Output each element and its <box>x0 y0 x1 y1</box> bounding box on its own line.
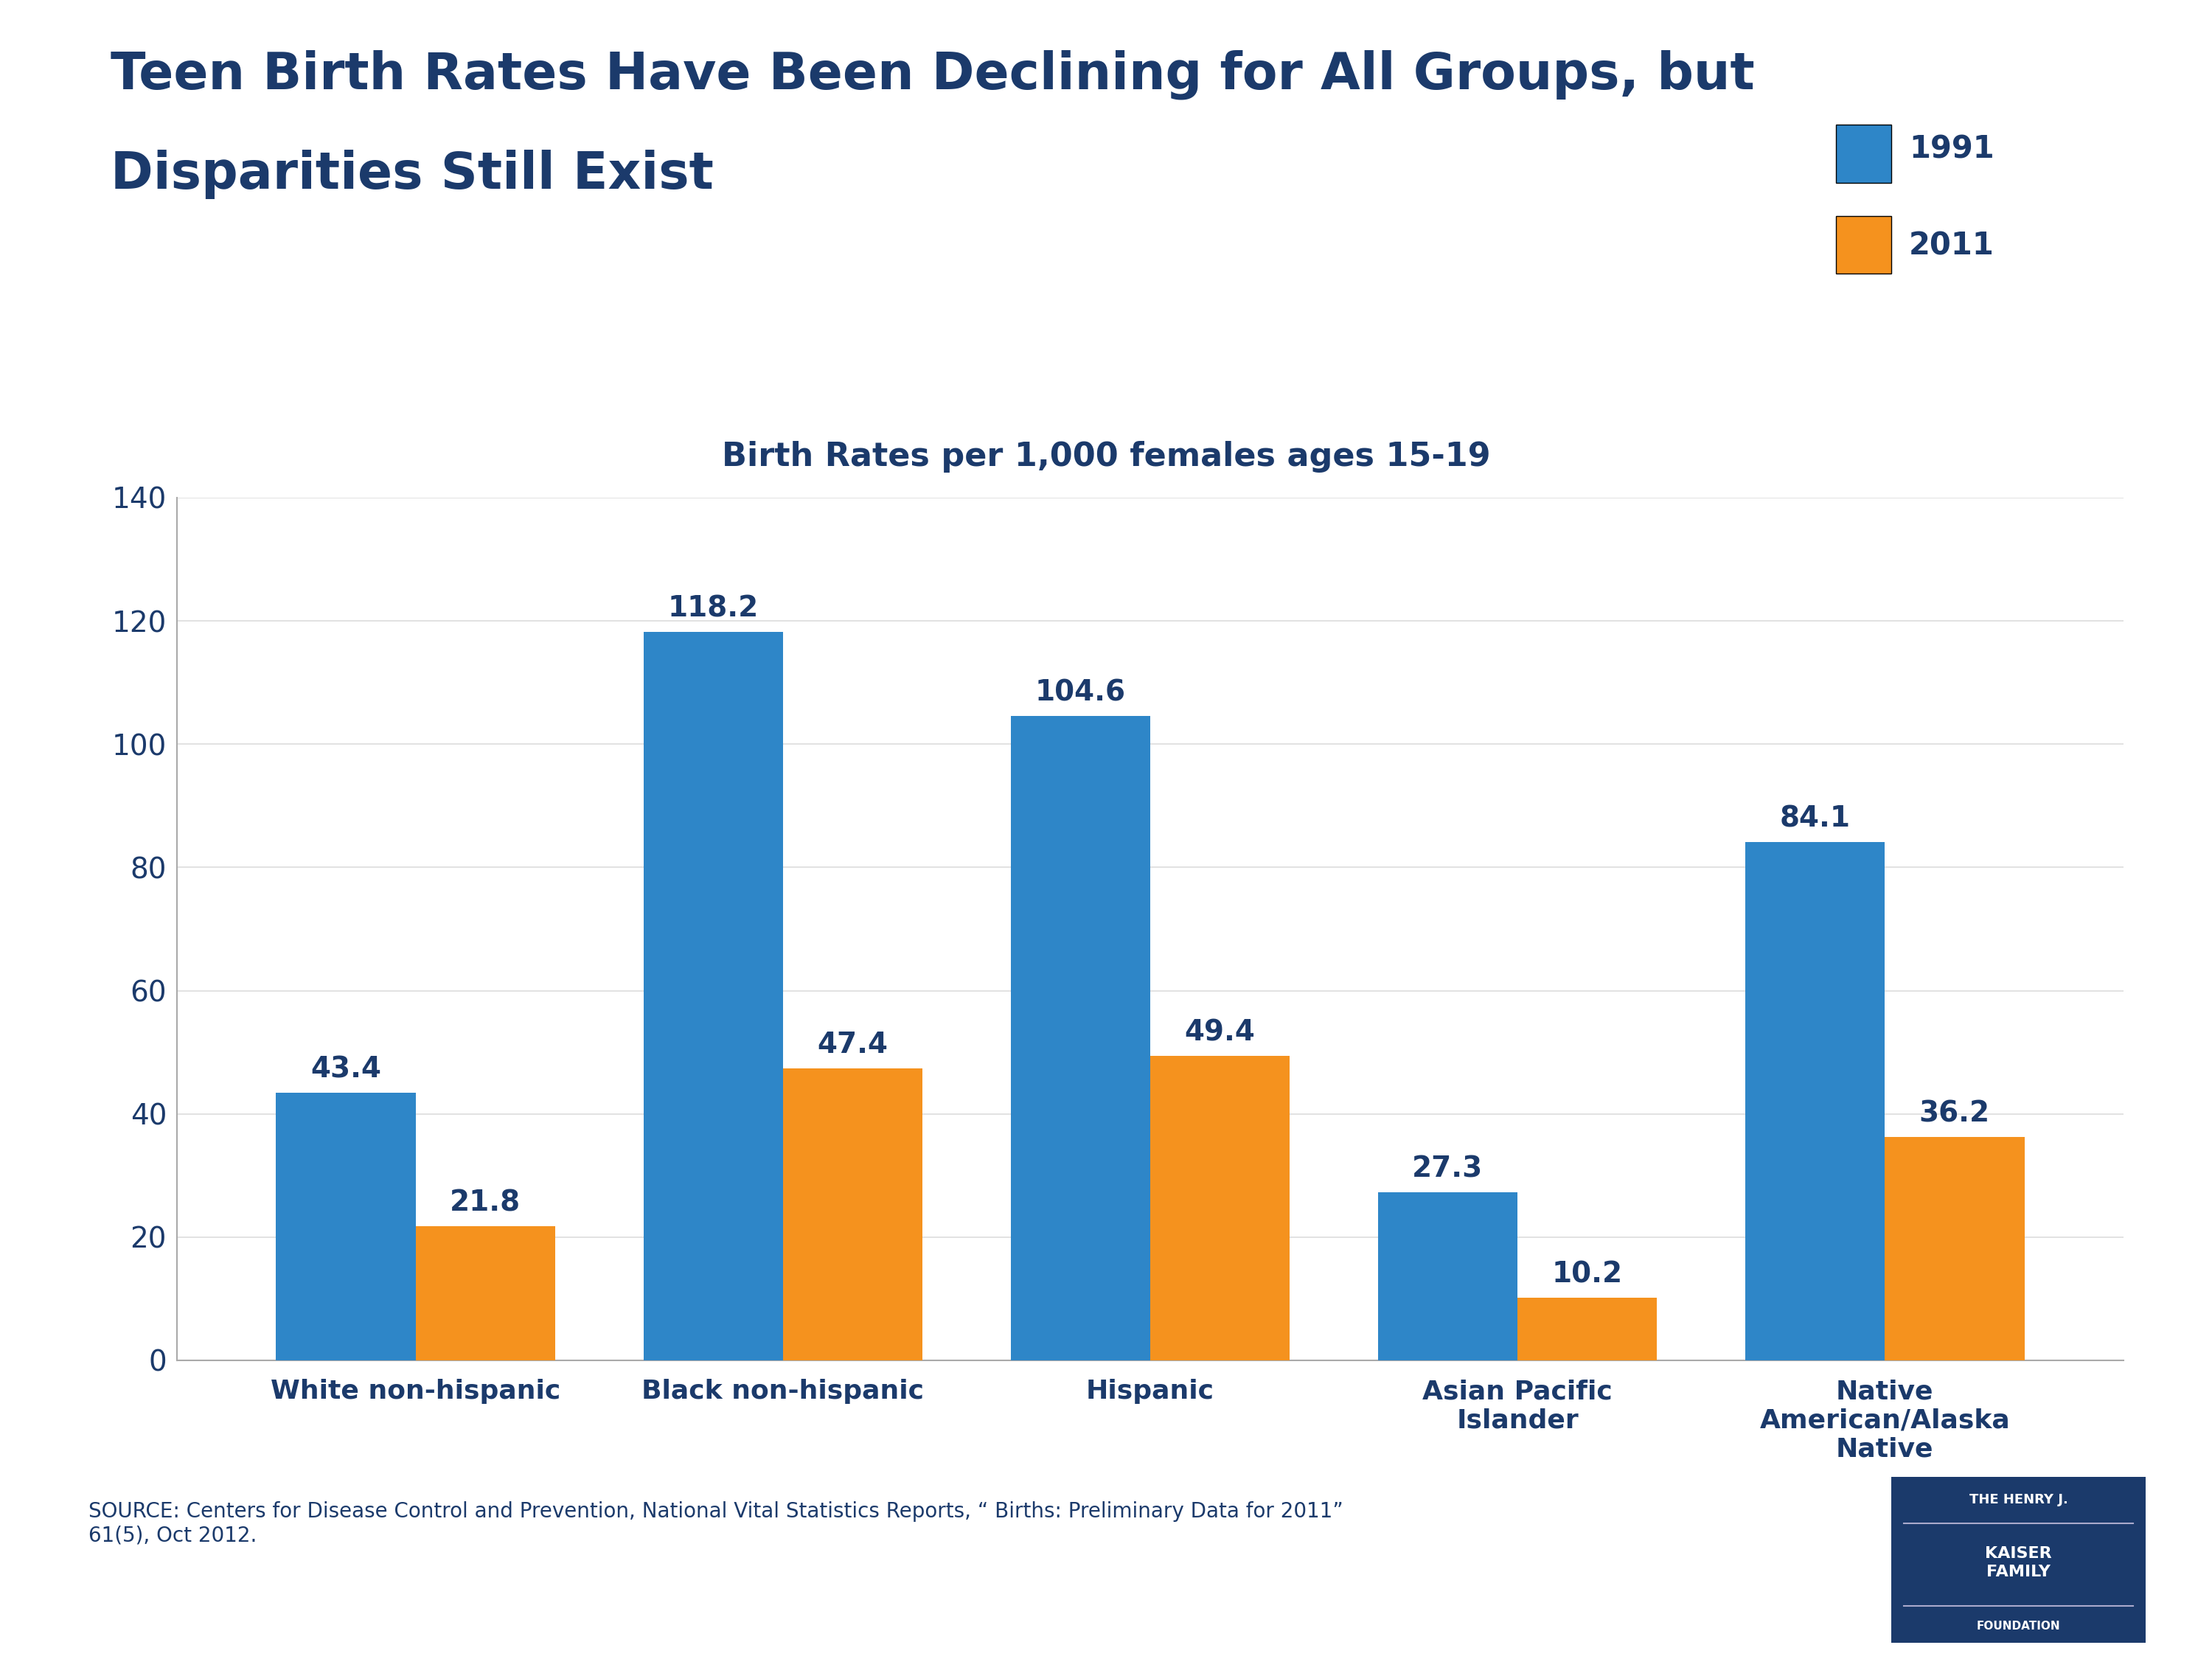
Text: SOURCE: Centers for Disease Control and Prevention, National Vital Statistics Re: SOURCE: Centers for Disease Control and … <box>88 1501 1343 1546</box>
Bar <box>1378 1193 1517 1360</box>
Bar <box>276 1093 416 1360</box>
Text: 104.6: 104.6 <box>1035 679 1126 707</box>
Text: 27.3: 27.3 <box>1411 1155 1484 1183</box>
Bar <box>1011 715 1150 1360</box>
Bar <box>1745 843 1885 1360</box>
Text: 36.2: 36.2 <box>1920 1100 1991 1128</box>
Bar <box>644 632 783 1360</box>
Bar <box>416 1226 555 1360</box>
Text: 118.2: 118.2 <box>668 596 759 622</box>
Bar <box>1150 1057 1290 1360</box>
Bar <box>1885 1138 2024 1360</box>
Text: FOUNDATION: FOUNDATION <box>1978 1621 2059 1631</box>
Text: KAISER
FAMILY: KAISER FAMILY <box>1984 1546 2053 1579</box>
Text: Birth Rates per 1,000 females ages 15-19: Birth Rates per 1,000 females ages 15-19 <box>721 441 1491 473</box>
Bar <box>1517 1297 1657 1360</box>
Bar <box>783 1068 922 1360</box>
Text: 43.4: 43.4 <box>310 1055 380 1083</box>
Text: 84.1: 84.1 <box>1781 805 1851 833</box>
Text: 2011: 2011 <box>1909 231 1995 260</box>
Text: Disparities Still Exist: Disparities Still Exist <box>111 149 714 199</box>
Text: 21.8: 21.8 <box>449 1190 520 1216</box>
Text: THE HENRY J.: THE HENRY J. <box>1969 1493 2068 1506</box>
Text: 10.2: 10.2 <box>1553 1261 1624 1289</box>
Text: 1991: 1991 <box>1909 134 1995 164</box>
Text: 49.4: 49.4 <box>1186 1019 1256 1047</box>
Text: Teen Birth Rates Have Been Declining for All Groups, but: Teen Birth Rates Have Been Declining for… <box>111 50 1754 100</box>
Text: 47.4: 47.4 <box>818 1030 889 1058</box>
